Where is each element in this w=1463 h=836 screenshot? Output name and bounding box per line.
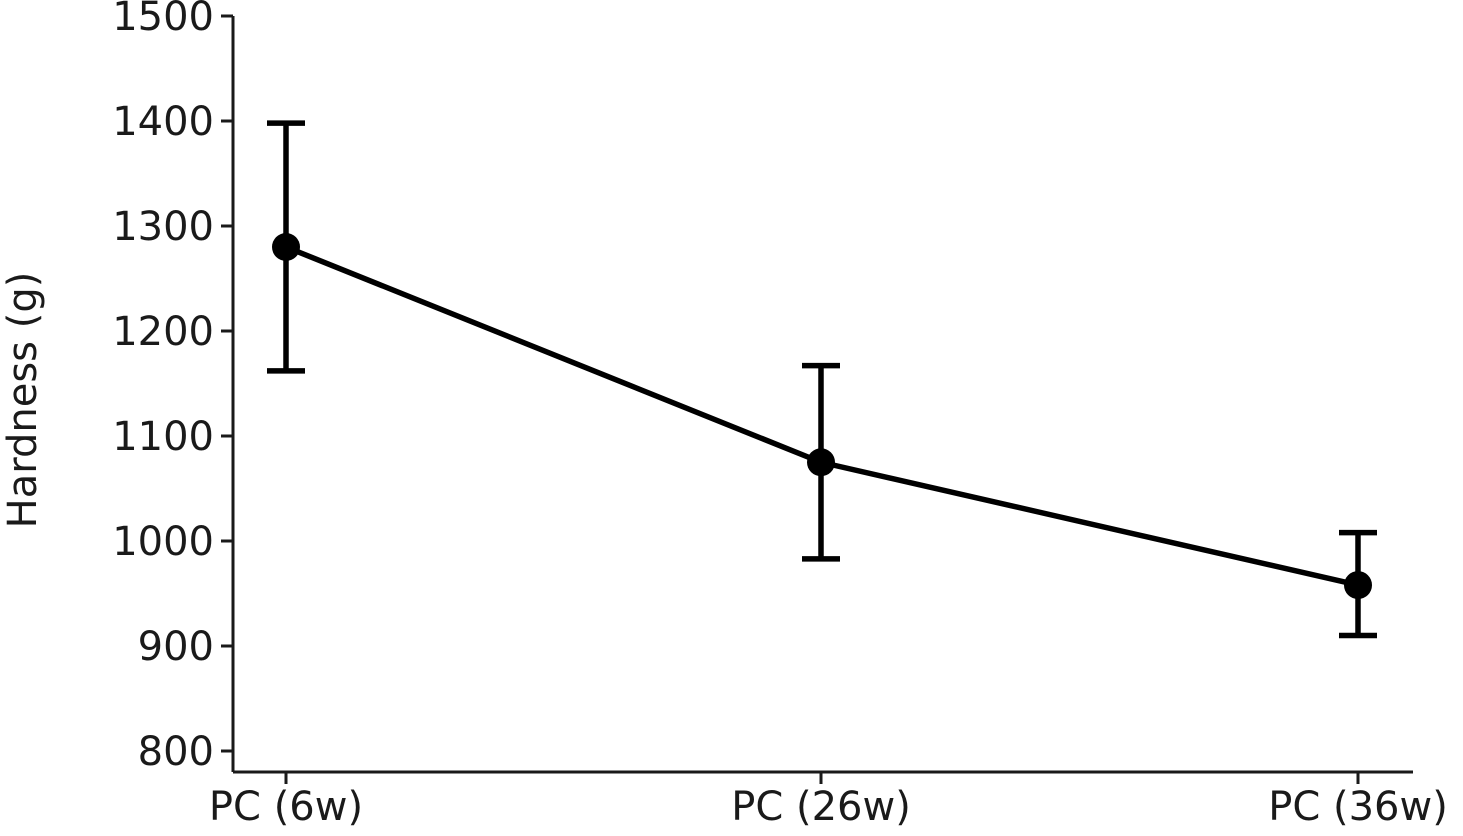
x-ticks: PC (6w) PC (26w) PC (36w) [209,772,1448,830]
y-tick-label: 1500 [112,0,214,40]
x-tick-label: PC (6w) [209,784,363,830]
data-points [272,233,1372,600]
data-point [272,233,300,261]
y-tick-label: 1100 [112,414,214,460]
y-tick-label: 1200 [112,309,214,355]
error-bars [267,120,1377,639]
y-tick-label: 1000 [112,519,214,565]
y-axis-title: Hardness (g) [0,272,46,529]
data-point [807,448,835,477]
x-tick-label: PC (26w) [731,784,911,830]
y-tick-label: 1300 [112,204,214,250]
y-tick-label: 900 [138,624,214,670]
y-tick-label: 1400 [112,99,214,145]
x-tick-label: PC (36w) [1268,784,1448,830]
y-ticks: 800 900 1000 1100 1200 1300 1400 1500 [112,0,233,775]
data-point [1344,571,1372,600]
y-tick-label: 800 [138,729,214,775]
